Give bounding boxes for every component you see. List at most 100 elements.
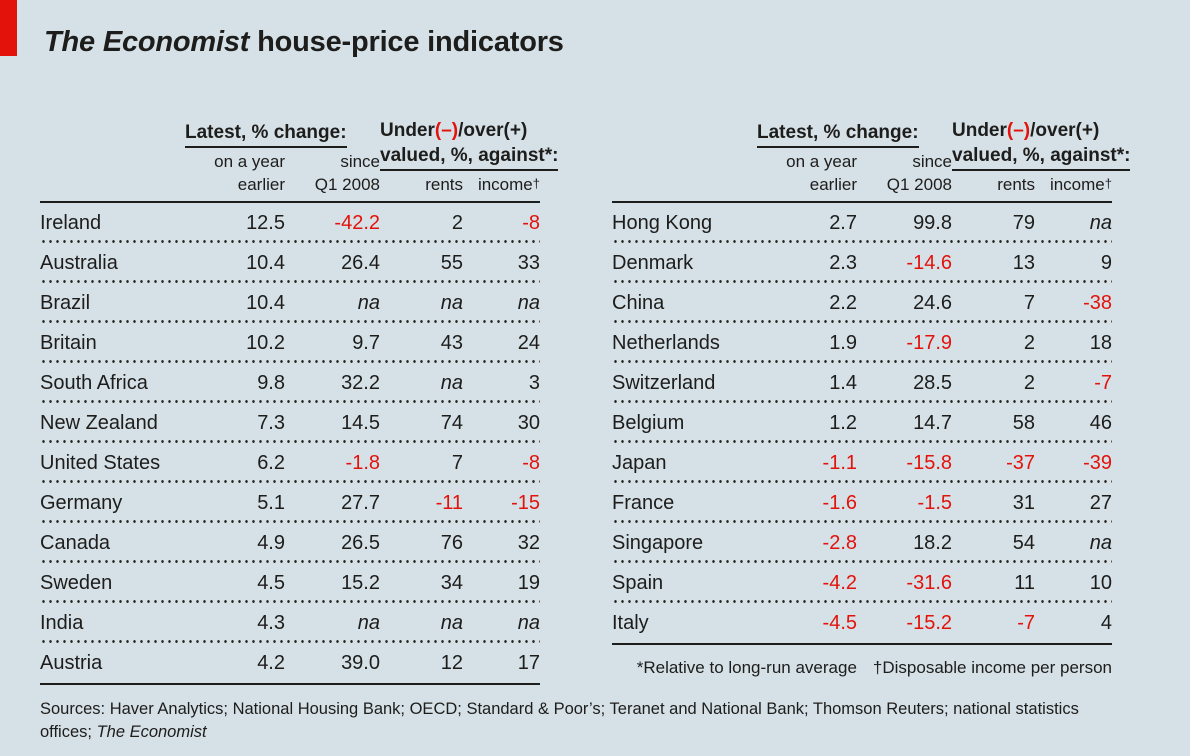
valuation-under: Under — [380, 120, 435, 141]
col-since-line1: since — [912, 152, 952, 171]
cell-year-earlier: 9.8 — [257, 371, 285, 394]
table-row: New Zealand 7.3 14.5 74 30 — [40, 403, 540, 443]
dagger-icon: † — [532, 176, 540, 191]
valuation-subheaders: rents income† — [380, 173, 540, 196]
country-label: Denmark — [612, 251, 694, 274]
cell-year-earlier: 10.2 — [246, 331, 285, 354]
cell-income: -15 — [511, 491, 540, 514]
table-row: Belgium 1.2 14.7 58 46 — [612, 403, 1112, 443]
cell-rents: 13 — [1012, 251, 1035, 274]
cell-income: 30 — [517, 411, 540, 434]
valuation-title-line1: Under(–)/over(+) — [952, 118, 1099, 143]
country-label: Spain — [612, 571, 664, 594]
cell-rents: -7 — [1017, 611, 1035, 634]
valuation-minus: (–) — [1006, 120, 1031, 141]
valuation-group: Under(–)/over(+) valued, %, against*: re… — [380, 118, 559, 196]
col-income-header: income† — [463, 173, 540, 196]
cell-income: -8 — [522, 451, 540, 474]
cell-since-q1-2008: 26.4 — [341, 251, 380, 274]
table-row: Spain -4.2 -31.6 11 10 — [612, 563, 1112, 603]
cell-since-q1-2008: -42.2 — [334, 211, 380, 234]
col-since-line2: Q1 2008 — [314, 175, 380, 194]
valuation-over: /over(+) — [458, 120, 528, 141]
cell-year-earlier: 2.7 — [829, 211, 857, 234]
cell-rents: 2 — [1023, 371, 1035, 394]
col-income-label: income — [1049, 175, 1105, 194]
cell-income: 46 — [1089, 411, 1112, 434]
col-year-earlier-header: on a year earlier — [185, 150, 285, 196]
cell-since-q1-2008: -17.9 — [906, 331, 952, 354]
latest-change-group: Latest, % change: on a year earlier since… — [757, 120, 952, 196]
cell-rents: 2 — [451, 211, 463, 234]
cell-income: 24 — [517, 331, 540, 354]
valuation-group: Under(–)/over(+) valued, %, against*: re… — [952, 118, 1131, 196]
table-row: Switzerland 1.4 28.5 2 -7 — [612, 363, 1112, 403]
country-label: Austria — [40, 651, 103, 674]
cell-rents: 76 — [440, 531, 463, 554]
col-since-line1: since — [340, 152, 380, 171]
cell-income: 32 — [517, 531, 540, 554]
table-row: United States 6.2 -1.8 7 -8 — [40, 443, 540, 483]
cell-income: -7 — [1094, 371, 1112, 394]
cell-year-earlier: 4.2 — [257, 651, 285, 674]
sources-publication: The Economist — [96, 723, 207, 741]
cell-income: 4 — [1100, 611, 1112, 634]
country-label: Netherlands — [612, 331, 720, 354]
table-row: China 2.2 24.6 7 -38 — [612, 283, 1112, 323]
house-price-table-right: Latest, % change: on a year earlier since… — [612, 106, 1131, 685]
cell-since-q1-2008: -15.8 — [906, 451, 952, 474]
cell-rents: 7 — [1023, 291, 1035, 314]
cell-income: 33 — [517, 251, 540, 274]
house-price-table-left: Latest, % change: on a year earlier since… — [40, 106, 559, 685]
cell-income: -39 — [1083, 451, 1112, 474]
sources-text: Sources: Haver Analytics; National Housi… — [40, 700, 1079, 741]
col-rents-header: rents — [425, 175, 463, 194]
col-income-label: income — [477, 175, 533, 194]
cell-year-earlier: 12.5 — [246, 211, 285, 234]
table-row: Singapore -2.8 18.2 54 na — [612, 523, 1112, 563]
cell-since-q1-2008: 15.2 — [341, 571, 380, 594]
cell-since-q1-2008: -14.6 — [906, 251, 952, 274]
cell-rents: 58 — [1012, 411, 1035, 434]
cell-year-earlier: -4.2 — [822, 571, 857, 594]
col-year-earlier-header: on a year earlier — [757, 150, 857, 196]
cell-since-q1-2008: na — [357, 611, 380, 634]
page-title-publication: The Economist — [44, 26, 250, 58]
cell-rents: na — [440, 371, 463, 394]
col-since-q1-header: since Q1 2008 — [285, 150, 380, 196]
cell-income: -8 — [522, 211, 540, 234]
cell-year-earlier: 6.2 — [257, 451, 285, 474]
latest-change-subheaders: on a year earlier since Q1 2008 — [757, 150, 952, 196]
cell-since-q1-2008: 27.7 — [341, 491, 380, 514]
footnote-asterisk: *Relative to long-run average — [636, 658, 857, 677]
country-label: Switzerland — [612, 371, 716, 394]
country-label: Italy — [612, 611, 649, 634]
country-label: Japan — [612, 451, 667, 474]
valuation-title-line2: valued, %, against*: — [952, 143, 1131, 171]
sources-line: Sources: Haver Analytics; National Housi… — [40, 698, 1102, 744]
table-row: Germany 5.1 27.7 -11 -15 — [40, 483, 540, 523]
cell-income: -38 — [1083, 291, 1112, 314]
cell-rents: 74 — [440, 411, 463, 434]
col-income-header: income† — [1035, 173, 1112, 196]
cell-year-earlier: 4.3 — [257, 611, 285, 634]
cell-income: 18 — [1089, 331, 1112, 354]
footnotes: *Relative to long-run average †Disposable… — [612, 658, 1112, 678]
table-row: Italy -4.5 -15.2 -7 4 — [612, 603, 1112, 643]
col-year-earlier-line1: on a year — [786, 152, 857, 171]
cell-year-earlier: 2.2 — [829, 291, 857, 314]
cell-since-q1-2008: 14.5 — [341, 411, 380, 434]
cell-income: 27 — [1089, 491, 1112, 514]
cell-rents: na — [440, 611, 463, 634]
country-label: Australia — [40, 251, 118, 274]
cell-year-earlier: 5.1 — [257, 491, 285, 514]
table-row: Australia 10.4 26.4 55 33 — [40, 243, 540, 283]
cell-rents: 11 — [1014, 571, 1035, 594]
col-since-line2: Q1 2008 — [886, 175, 952, 194]
table-row: Hong Kong 2.7 99.8 79 na — [612, 203, 1112, 243]
cell-since-q1-2008: 18.2 — [913, 531, 952, 554]
country-label: Canada — [40, 531, 111, 554]
dagger-icon: † — [1104, 176, 1112, 191]
cell-income: na — [1089, 531, 1112, 554]
country-label: India — [40, 611, 84, 634]
